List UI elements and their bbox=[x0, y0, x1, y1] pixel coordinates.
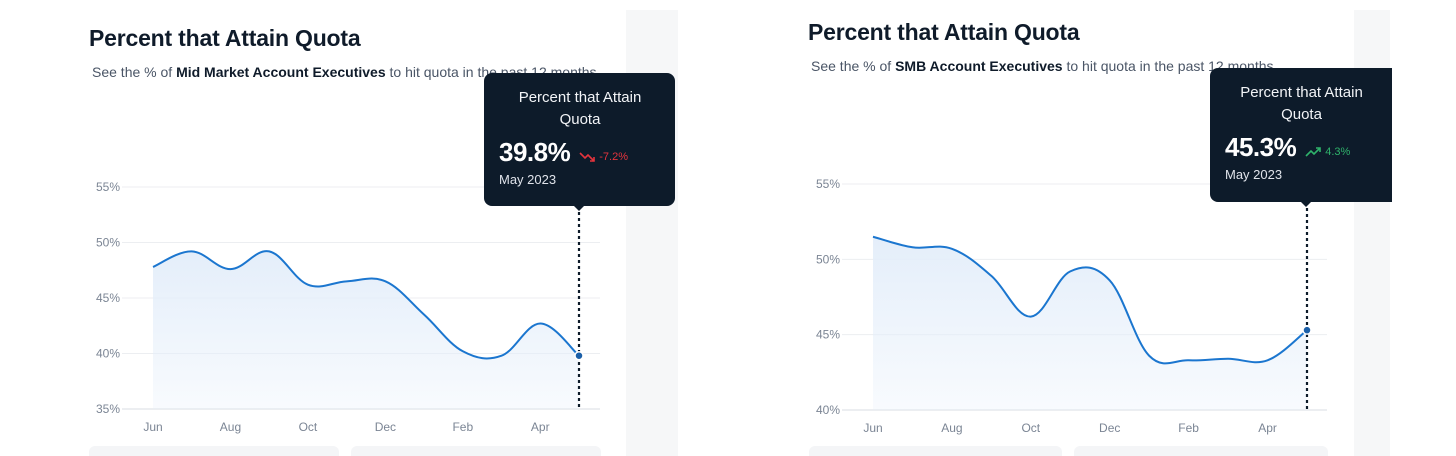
highlight-point bbox=[574, 350, 584, 361]
subtitle-prefix: See the % of bbox=[811, 58, 896, 74]
y-tick-label: 55% bbox=[816, 177, 840, 191]
subtitle-prefix: See the % of bbox=[92, 64, 177, 80]
tooltip-date: May 2023 bbox=[499, 172, 557, 187]
tooltip-date: May 2023 bbox=[1225, 167, 1283, 182]
y-tick-label: 50% bbox=[816, 252, 840, 266]
tooltip-change: 4.3% bbox=[1305, 146, 1350, 158]
bottom-tab-left[interactable] bbox=[809, 446, 1062, 456]
chart-title: Percent that Attain Quota bbox=[808, 19, 1080, 45]
subtitle-segment: Mid Market Account Executives bbox=[176, 64, 386, 80]
tooltip-change-value: -7.2% bbox=[599, 150, 628, 163]
bottom-tab-left[interactable] bbox=[89, 446, 339, 456]
x-tick-label: Feb bbox=[452, 420, 473, 434]
x-tick-label: Oct bbox=[1021, 421, 1040, 435]
highlight-point bbox=[1302, 325, 1312, 335]
chart-tooltip: Percent that Attain Quota 39.8% -7.2% Ma… bbox=[484, 73, 675, 211]
y-tick-label: 45% bbox=[96, 291, 120, 305]
x-tick-label: Aug bbox=[220, 420, 241, 434]
line-chart[interactable]: 35% 40% 45% 50% 55% Jun Aug Oct Dec Feb Apr bbox=[0, 0, 680, 456]
series-line bbox=[872, 235, 1308, 365]
x-tick-label: Apr bbox=[1258, 421, 1277, 435]
y-tick-label: 40% bbox=[96, 347, 120, 361]
y-tick-label: 45% bbox=[816, 328, 840, 342]
area-fill bbox=[873, 236, 1307, 410]
tooltip-title: Percent that Attain Quota bbox=[518, 89, 642, 128]
y-tick-label: 55% bbox=[96, 180, 120, 194]
chart-card-mid-market: Percent that Attain Quota See the % of M… bbox=[0, 0, 680, 456]
x-tick-label: Oct bbox=[299, 420, 318, 434]
subtitle-segment: SMB Account Executives bbox=[895, 58, 1063, 74]
x-tick-label: Apr bbox=[531, 420, 550, 434]
tooltip-title: Percent that Attain Quota bbox=[1240, 84, 1363, 123]
x-tick-label: Jun bbox=[143, 420, 162, 434]
tooltip-pointer bbox=[574, 206, 584, 211]
tooltip-value: 45.3% bbox=[1225, 132, 1297, 162]
y-tick-label: 35% bbox=[96, 402, 120, 416]
area-fill bbox=[153, 251, 579, 409]
tooltip-pointer bbox=[1301, 202, 1311, 207]
y-tick-label: 50% bbox=[96, 236, 120, 250]
tooltip-change-value: 4.3% bbox=[1325, 145, 1351, 158]
x-tick-label: Feb bbox=[1178, 421, 1199, 435]
chart-title: Percent that Attain Quota bbox=[89, 25, 361, 51]
chart-tooltip: Percent that Attain Quota 45.3% 4.3% May… bbox=[1210, 68, 1392, 207]
chart-card-smb: Percent that Attain Quota See the % of S… bbox=[720, 0, 1456, 456]
trend-down-icon bbox=[579, 151, 596, 162]
series-line bbox=[152, 250, 580, 360]
tooltip-value: 39.8% bbox=[499, 137, 571, 167]
trend-up-icon bbox=[1305, 146, 1322, 157]
x-tick-label: Aug bbox=[941, 421, 962, 435]
x-tick-label: Jun bbox=[863, 421, 882, 435]
y-tick-label: 40% bbox=[816, 403, 840, 417]
x-tick-label: Dec bbox=[1099, 421, 1120, 435]
bottom-tab-right[interactable] bbox=[351, 446, 601, 456]
x-tick-label: Dec bbox=[375, 420, 396, 434]
tooltip-change: -7.2% bbox=[579, 151, 628, 163]
bottom-tab-right[interactable] bbox=[1074, 446, 1328, 456]
line-chart[interactable]: 40% 45% 50% 55% Jun Aug Oct Dec Feb Apr bbox=[720, 0, 1456, 456]
